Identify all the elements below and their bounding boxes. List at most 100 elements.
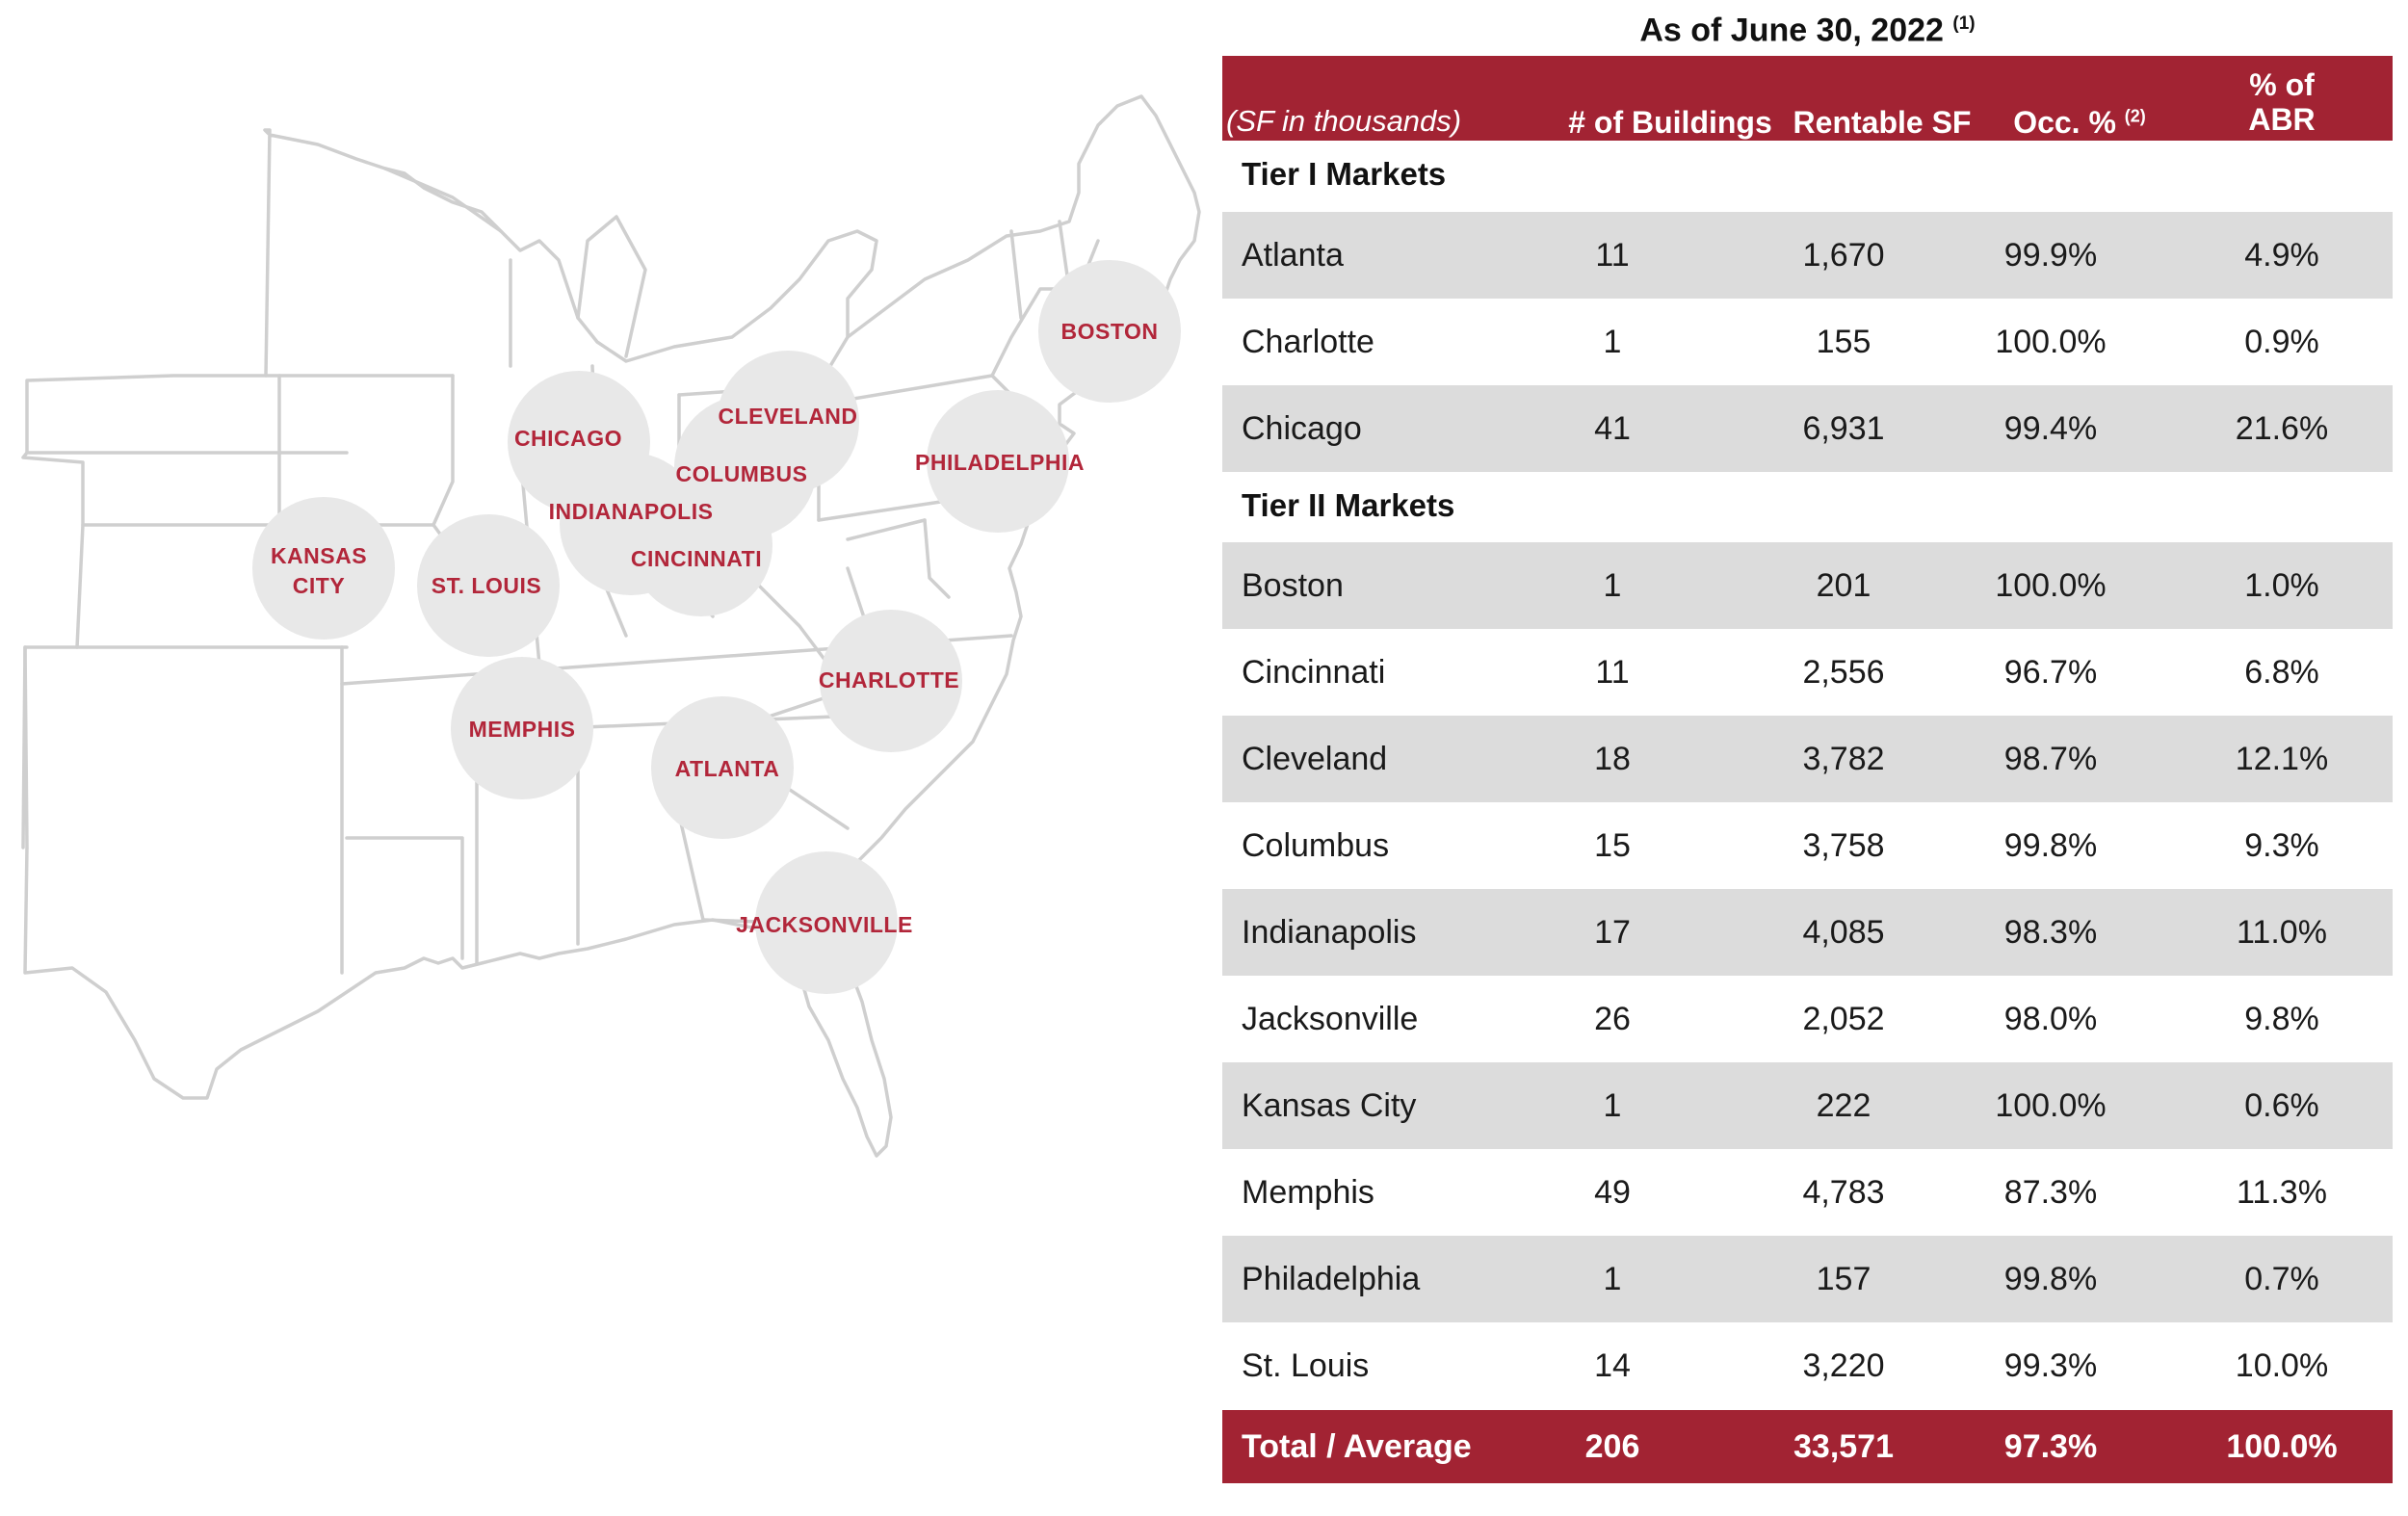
occupancy: 96.7% — [2003, 654, 2098, 691]
label-st-louis: ST. LOUIS — [432, 573, 541, 598]
bubble-cleveland — [717, 351, 859, 493]
building-count: 11 — [1595, 237, 1630, 274]
abr-share: 6.8% — [2244, 654, 2319, 691]
occupancy: 99.8% — [2003, 827, 2098, 864]
abr-share: 21.6% — [2235, 410, 2329, 447]
occupancy: 99.4% — [2003, 410, 2098, 447]
eastern-us-market-map: KANSAS CITY ST. LOUIS CHICAGO INDIANAPOL… — [21, 94, 1201, 1158]
market-name: Kansas City — [1242, 1087, 1417, 1124]
market-name: Memphis — [1242, 1174, 1374, 1211]
market-name: Indianapolis — [1242, 914, 1417, 951]
table-row: Indianapolis 17 4,085 98.3% 11.0% — [1222, 889, 2393, 976]
rentable-sf: 157 — [1816, 1261, 1871, 1297]
label-kansas-city-line2: CITY — [293, 573, 345, 598]
total-occupancy: 97.3% — [2003, 1428, 2098, 1465]
occupancy: 98.3% — [2003, 914, 2098, 951]
header-abr-line2: ABR — [2248, 102, 2316, 137]
label-kansas-city-line1: KANSAS — [271, 543, 367, 568]
header-occupancy-label: Occ. % — [2013, 105, 2116, 140]
table-row: Chicago 41 6,931 99.4% 21.6% — [1222, 385, 2393, 472]
rentable-sf: 4,783 — [1802, 1174, 1885, 1211]
table-row: Cincinnati 11 2,556 96.7% 6.8% — [1222, 629, 2393, 716]
table-row: Kansas City 1 222 100.0% 0.6% — [1222, 1062, 2393, 1149]
occupancy: 99.9% — [2003, 237, 2098, 274]
rentable-sf: 3,758 — [1802, 827, 1885, 864]
header-abr-line1: % of — [2249, 67, 2315, 102]
table-row: Memphis 49 4,783 87.3% 11.3% — [1222, 1149, 2393, 1236]
occupancy: 98.0% — [2003, 1001, 2098, 1037]
rentable-sf: 2,556 — [1802, 654, 1885, 691]
label-chicago: CHICAGO — [514, 426, 622, 451]
abr-share: 9.8% — [2244, 1001, 2319, 1037]
abr-share: 0.9% — [2244, 324, 2319, 360]
label-cleveland: CLEVELAND — [718, 404, 857, 429]
building-count: 14 — [1594, 1347, 1631, 1384]
header-sf-note: (SF in thousands) — [1226, 104, 1462, 138]
label-atlanta: ATLANTA — [675, 756, 780, 781]
market-name: Cleveland — [1242, 741, 1388, 777]
header-buildings: # of Buildings — [1568, 105, 1772, 140]
tier-2-heading: Tier II Markets — [1242, 487, 1455, 523]
abr-share: 1.0% — [2244, 567, 2319, 604]
label-cincinnati: CINCINNATI — [631, 546, 762, 571]
abr-share: 0.6% — [2244, 1087, 2319, 1124]
table-row: Boston 1 201 100.0% 1.0% — [1222, 542, 2393, 629]
header-abr: % of ABR — [2186, 67, 2378, 137]
occupancy: 100.0% — [1995, 567, 2107, 604]
rentable-sf: 201 — [1816, 567, 1871, 604]
market-name: Philadelphia — [1242, 1261, 1421, 1297]
rentable-sf: 222 — [1816, 1087, 1871, 1124]
market-bubbles — [252, 260, 1181, 994]
bubble-boston — [1038, 260, 1181, 403]
building-count: 26 — [1594, 1001, 1631, 1037]
table-row: Philadelphia 1 157 99.8% 0.7% — [1222, 1236, 2393, 1322]
table-row: Cleveland 18 3,782 98.7% 12.1% — [1222, 716, 2393, 802]
table-row: Charlotte 1 155 100.0% 0.9% — [1222, 299, 2393, 385]
building-count: 17 — [1594, 914, 1631, 951]
market-name: Atlanta — [1242, 237, 1344, 274]
building-count: 11 — [1595, 654, 1630, 691]
abr-share: 11.3% — [2237, 1174, 2327, 1211]
label-jacksonville: JACKSONVILLE — [736, 912, 913, 937]
bubble-st-louis — [417, 514, 560, 657]
bubble-philadelphia — [927, 390, 1069, 533]
bubble-atlanta — [651, 696, 794, 839]
header-rentable-sf: Rentable SF — [1793, 105, 1972, 140]
bubble-memphis — [451, 657, 593, 799]
market-name: Columbus — [1242, 827, 1390, 864]
occupancy: 100.0% — [1995, 1087, 2107, 1124]
rentable-sf: 3,220 — [1802, 1347, 1885, 1384]
label-philadelphia: PHILADELPHIA — [915, 450, 1085, 475]
rentable-sf: 6,931 — [1802, 410, 1885, 447]
occupancy: 99.3% — [2003, 1347, 2098, 1384]
table-row: Jacksonville 26 2,052 98.0% 9.8% — [1222, 976, 2393, 1062]
building-count: 18 — [1594, 741, 1631, 777]
abr-share: 10.0% — [2235, 1347, 2329, 1384]
market-name: Boston — [1242, 567, 1344, 604]
label-columbus: COLUMBUS — [676, 461, 808, 486]
bubble-jacksonville — [755, 851, 898, 994]
header-occupancy: Occ. % (2) — [1993, 105, 2166, 141]
table-row: St. Louis 14 3,220 99.3% 10.0% — [1222, 1322, 2393, 1409]
rentable-sf: 4,085 — [1802, 914, 1885, 951]
abr-share: 4.9% — [2244, 237, 2319, 274]
total-buildings: 206 — [1584, 1428, 1640, 1465]
abr-share: 11.0% — [2237, 914, 2327, 951]
table-header-row: (SF in thousands) # of Buildings Rentabl… — [1222, 56, 2393, 141]
as-of-heading: As of June 30, 2022 (1) — [1222, 0, 2393, 54]
total-label: Total / Average — [1242, 1428, 1472, 1465]
rentable-sf: 155 — [1816, 324, 1871, 360]
building-count: 1 — [1603, 324, 1622, 360]
state-outlines — [21, 94, 1201, 1158]
occupancy: 98.7% — [2003, 741, 2098, 777]
as-of-footnote: (1) — [1952, 13, 1976, 34]
abr-share: 9.3% — [2244, 827, 2319, 864]
abr-share: 0.7% — [2244, 1261, 2319, 1297]
market-name: Cincinnati — [1242, 654, 1386, 691]
tier-1-heading: Tier I Markets — [1242, 156, 1447, 192]
total-rentable-sf: 33,571 — [1793, 1428, 1894, 1465]
occupancy: 87.3% — [2003, 1174, 2098, 1211]
market-name: Charlotte — [1242, 324, 1374, 360]
table-row: Atlanta 11 1,670 99.9% 4.9% — [1222, 212, 2393, 299]
rentable-sf: 1,670 — [1802, 237, 1885, 274]
